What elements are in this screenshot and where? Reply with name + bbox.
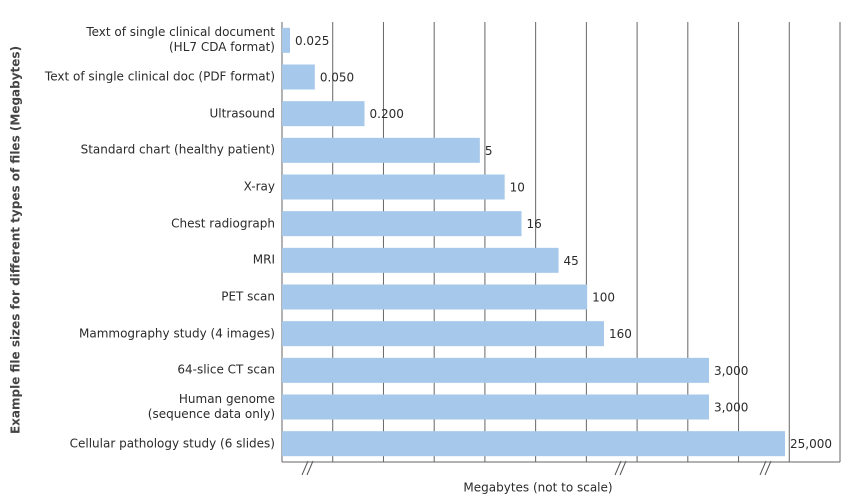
- category-label: Cellular pathology study (6 slides): [69, 436, 275, 451]
- bar: [282, 174, 505, 200]
- category-label: Ultrasound: [209, 106, 275, 121]
- value-label: 0.200: [370, 107, 404, 121]
- value-label: 0.050: [320, 71, 354, 85]
- value-label: 0.025: [295, 34, 329, 48]
- bar: [282, 394, 710, 420]
- bar: [282, 284, 588, 310]
- axis-breaks: [301, 460, 772, 476]
- bar: [282, 357, 710, 383]
- value-label: 45: [564, 254, 579, 268]
- category-label: Mammography study (4 images): [78, 326, 275, 341]
- value-label: 160: [609, 327, 632, 341]
- category-label: Text of single clinical document (HL7 CD…: [86, 25, 275, 55]
- bar: [282, 431, 785, 457]
- value-label: 100: [592, 291, 615, 305]
- bar: [282, 101, 365, 127]
- category-label: Text of single clinical doc (PDF format): [44, 69, 275, 84]
- category-label: MRI: [252, 252, 275, 267]
- category-label: Chest radiograph: [171, 216, 275, 231]
- bar: [282, 247, 559, 273]
- y-axis-label: Example file sizes for different types o…: [9, 46, 23, 434]
- value-label: 3,000: [714, 401, 748, 415]
- category-label: 64-slice CT scan: [177, 362, 275, 377]
- bar: [282, 64, 315, 90]
- bar: [282, 211, 522, 237]
- bar: [282, 27, 290, 53]
- category-label: Human genome (sequence data only): [147, 392, 275, 421]
- value-label: 3,000: [714, 364, 748, 378]
- category-label: Standard chart (healthy patient): [80, 142, 275, 157]
- value-label: 25,000: [790, 437, 832, 451]
- value-label: 5: [485, 144, 493, 158]
- category-label: PET scan: [221, 289, 275, 304]
- category-label: X-ray: [243, 179, 275, 194]
- x-axis-label: Megabytes (not to scale): [463, 481, 612, 495]
- bar: [282, 137, 480, 163]
- value-label: 16: [527, 217, 542, 231]
- value-label: 10: [510, 181, 525, 195]
- bar: [282, 321, 605, 347]
